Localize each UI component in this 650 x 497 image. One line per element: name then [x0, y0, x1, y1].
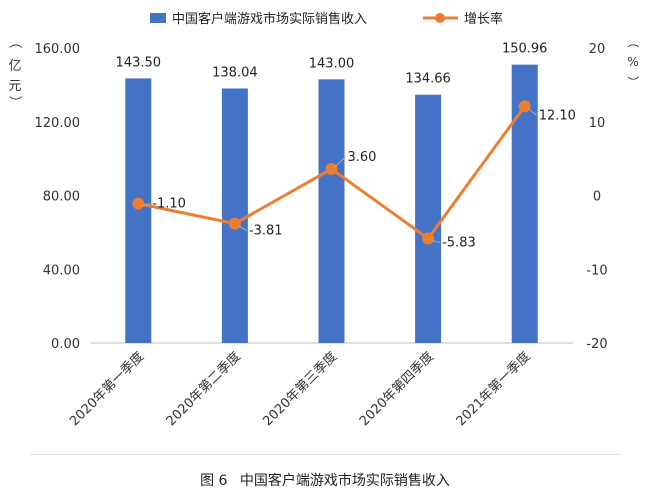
bar-value-label: 138.04	[212, 65, 258, 80]
line-label-leader	[141, 203, 151, 207]
y-right-tick-label: 10	[589, 116, 606, 131]
line-marker	[132, 197, 145, 210]
bar-value-label: 143.00	[309, 56, 355, 71]
line-label-leader	[237, 225, 248, 232]
y-left-tick-label: 120.00	[35, 116, 81, 131]
y-left-tick-label: 0.00	[51, 337, 80, 352]
bar	[221, 88, 248, 344]
y-right-tick-label: 20	[589, 42, 606, 57]
x-category-label: 2020年第二季度	[163, 349, 244, 430]
y-right-tick-label: -20	[586, 337, 607, 352]
bar	[415, 94, 442, 343]
line-value-label: -5.83	[442, 235, 476, 250]
x-category-label: 2020年第四季度	[356, 349, 437, 430]
figure-caption: 图 6 中国客户端游戏市场实际销售收入	[0, 470, 650, 490]
line-value-label: 3.60	[348, 150, 377, 165]
x-category-label: 2020年第三季度	[260, 349, 341, 430]
caption-figure-number: 图 6	[200, 473, 228, 489]
line-series	[132, 100, 531, 245]
line-label-leader	[334, 156, 346, 168]
caption-title: 中国客户端游戏市场实际销售收入	[239, 473, 450, 489]
line-value-label: -1.10	[152, 197, 186, 212]
y-left-tick-label: 40.00	[43, 263, 80, 278]
y-right-axis-label-char: %	[627, 55, 638, 69]
bar-value-label: 134.66	[405, 72, 451, 87]
y-left-tick-label: 160.00	[35, 42, 81, 57]
bar	[125, 78, 152, 343]
line-value-label: -3.81	[249, 224, 283, 239]
legend-swatch-marker	[435, 13, 445, 23]
line-marker	[325, 162, 338, 175]
chart: 0.00 40.00 80.00 120.00 160.00 -20 -10 0 10 20 （ 亿元…	[7, 11, 640, 430]
bar-value-label: 143.50	[116, 55, 162, 70]
y-left-axis-label-char: 亿	[8, 59, 21, 74]
line-marker	[228, 217, 241, 230]
line-label-leader	[430, 240, 441, 243]
line-label-leader	[527, 107, 538, 116]
legend-label-line: 增长率	[464, 11, 503, 27]
bar	[318, 79, 345, 343]
legend-swatch-bar	[150, 13, 166, 23]
legend: 中国客户端游戏市场实际销售收入 增长率	[150, 11, 503, 27]
y-left-tick-label: 80.00	[43, 190, 80, 205]
x-category-label: 2020年第一季度	[66, 349, 147, 430]
y-right-tick-label: 0	[593, 190, 601, 205]
bar-value-label: 150.96	[502, 42, 548, 57]
x-category-label: 2021年第一季度	[453, 349, 534, 430]
y-right-tick-label: -10	[586, 263, 607, 278]
y-left-axis-label-char: 元	[8, 79, 21, 94]
y-left-axis-label-char: ）	[7, 95, 22, 108]
line-value-label: 12.10	[539, 108, 576, 123]
line-marker	[518, 100, 531, 113]
bar-series	[125, 64, 538, 344]
data-labels: 143.50 138.04 143.00 134.66 150.96 -1.10 -3.81…	[116, 42, 576, 251]
divider	[30, 454, 620, 455]
y-right-axis-label-char: ）	[626, 76, 640, 88]
y-left-axis-label-char: （	[7, 35, 22, 48]
legend-label-bar: 中国客户端游戏市场实际销售收入	[172, 11, 367, 27]
line-marker	[422, 232, 435, 245]
y-right-axis-label-char: （	[626, 36, 640, 48]
